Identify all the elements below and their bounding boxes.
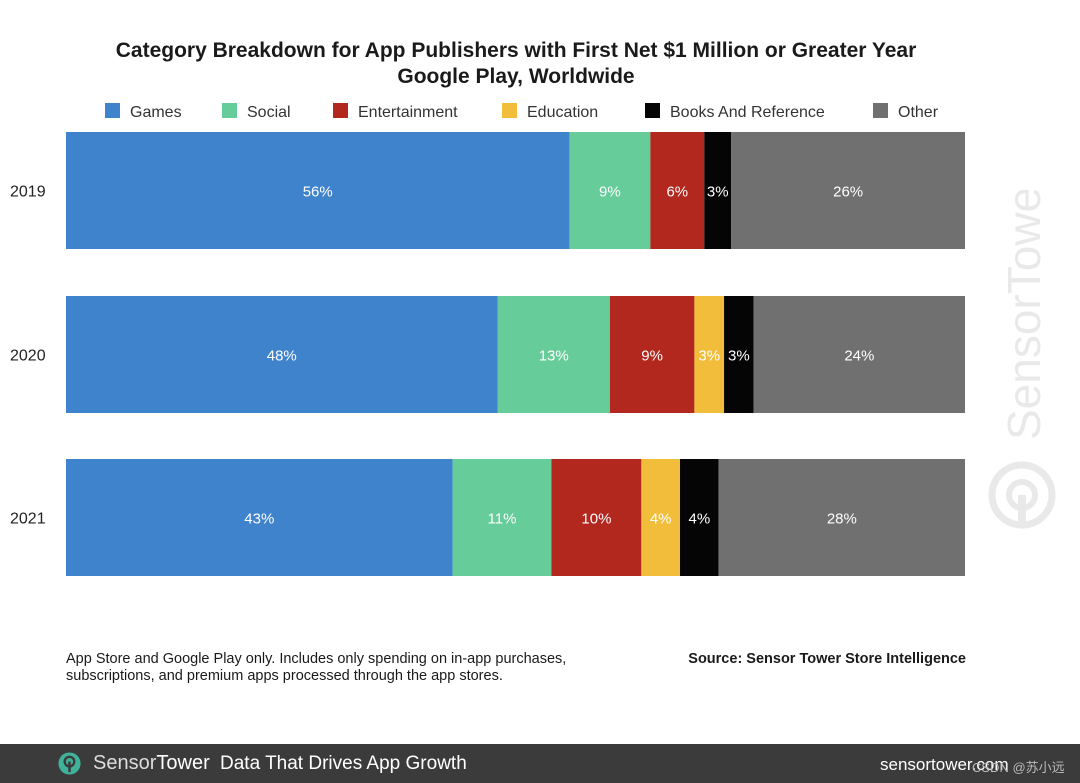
legend-swatch-games [105, 103, 120, 118]
legend-swatch-other [873, 103, 888, 118]
data-label-2019-books-and-reference: 3% [707, 184, 729, 201]
legend-label-other: Other [898, 104, 939, 121]
data-label-2021-games: 43% [244, 511, 274, 528]
legend-label-games: Games [130, 104, 182, 121]
sensor-tower-watermark: SensorTower [988, 190, 1056, 529]
chart-subtitle: Google Play, Worldwide [397, 65, 634, 88]
legend-swatch-education [502, 103, 517, 118]
footnote: App Store and Google Play only. Includes… [66, 651, 567, 684]
footer-brand: SensorTower [93, 752, 210, 775]
bar-segment-2020-other [753, 296, 965, 413]
bar-segment-2019-entertainment [650, 132, 705, 249]
data-label-2019-social: 9% [599, 184, 621, 201]
data-label-2021-social: 11% [488, 511, 517, 528]
bar-segment-2019-social [569, 132, 651, 249]
legend-swatch-entertainment [333, 103, 348, 118]
data-label-2019-other: 26% [833, 184, 863, 201]
bar-segment-2020-books-and-reference [724, 296, 754, 413]
data-label-2021-books-and-reference: 4% [689, 511, 711, 528]
bar-segment-2021-education [641, 459, 681, 576]
bar-segment-2019-other [731, 132, 965, 249]
footer-bar: SensorTower Data That Drives App Growth … [0, 744, 1080, 783]
bar-segment-2021-games [66, 459, 453, 576]
data-label-2020-social: 13% [539, 348, 569, 365]
footer-url[interactable]: sensortower.com [880, 755, 1009, 774]
data-label-2020-education: 3% [698, 348, 720, 365]
bar-segment-2019-books-and-reference [704, 132, 732, 249]
category-label-2021: 2021 [10, 511, 46, 528]
data-label-2020-other: 24% [844, 348, 874, 365]
brand-tower: Tower [156, 752, 210, 774]
category-label-2020: 2020 [10, 348, 46, 365]
data-label-2019-games: 56% [303, 184, 333, 201]
footer-tagline: Data That Drives App Growth [220, 753, 467, 774]
data-label-2020-games: 48% [267, 348, 297, 365]
source-label: Source: Sensor Tower Store Intelligence [688, 651, 966, 667]
legend-swatch-social [222, 103, 237, 118]
bar-segment-2020-education [694, 296, 725, 413]
legend-label-entertainment: Entertainment [358, 104, 458, 121]
brand-sensor: Sensor [93, 752, 157, 774]
bar-segment-2021-other [718, 459, 965, 576]
bar-segment-2020-entertainment [609, 296, 695, 413]
legend: Games Social Entertainment Education Books A… [105, 103, 939, 121]
sensor-tower-logo-icon [58, 752, 81, 775]
bar-segment-2019-games [66, 132, 570, 249]
bar-segment-2020-social [497, 296, 610, 413]
data-label-2021-entertainment: 10% [581, 511, 611, 528]
data-label-2019-entertainment: 6% [666, 184, 688, 201]
bar-segment-2021-books-and-reference [680, 459, 719, 576]
watermark-text: SensorTower [998, 190, 1050, 440]
bar-segment-2021-social [452, 459, 552, 576]
category-label-2019: 2019 [10, 184, 46, 201]
bar-segment-2020-games [66, 296, 498, 413]
data-label-2021-other: 28% [827, 511, 857, 528]
chart-title: Category Breakdown for App Publishers wi… [116, 39, 917, 62]
legend-label-books-and-reference: Books And Reference [670, 104, 825, 121]
data-label-2020-books-and-reference: 3% [728, 348, 750, 365]
bar-segment-2021-entertainment [551, 459, 642, 576]
legend-label-education: Education [527, 104, 598, 121]
stacked-bar-chart: Category Breakdown for App Publishers wi… [10, 39, 965, 576]
legend-swatch-books-and-reference [645, 103, 660, 118]
plot-area: 2019 56% 9% 6% 3% 26% 2020 48% 13% 9% 3% 3% 24% 2021 4… [10, 132, 965, 576]
csdn-watermark: CSDN @苏小远 [972, 760, 1065, 775]
data-label-2020-entertainment: 9% [641, 348, 663, 365]
legend-label-social: Social [247, 104, 291, 121]
data-label-2021-education: 4% [650, 511, 672, 528]
